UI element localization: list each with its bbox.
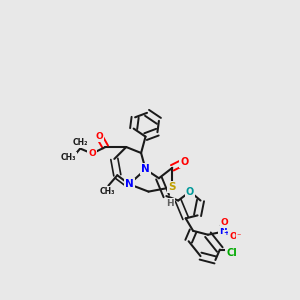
Text: CH₃: CH₃ xyxy=(99,187,115,196)
Text: +: + xyxy=(224,230,229,236)
Text: O: O xyxy=(229,232,237,241)
Text: N: N xyxy=(219,227,226,236)
Text: O: O xyxy=(96,132,103,141)
Text: S: S xyxy=(169,182,176,192)
Text: N: N xyxy=(125,179,134,189)
Text: Cl: Cl xyxy=(226,248,237,257)
Text: ⁻: ⁻ xyxy=(236,232,241,241)
Text: O: O xyxy=(180,157,188,167)
Text: H: H xyxy=(166,199,174,208)
Text: O: O xyxy=(220,218,228,227)
Text: N: N xyxy=(141,164,150,174)
Text: O: O xyxy=(186,187,194,196)
Text: O: O xyxy=(88,149,96,158)
Text: Cl: Cl xyxy=(226,248,237,257)
Text: CH₂: CH₂ xyxy=(72,138,88,147)
Text: CH₃: CH₃ xyxy=(61,153,76,162)
